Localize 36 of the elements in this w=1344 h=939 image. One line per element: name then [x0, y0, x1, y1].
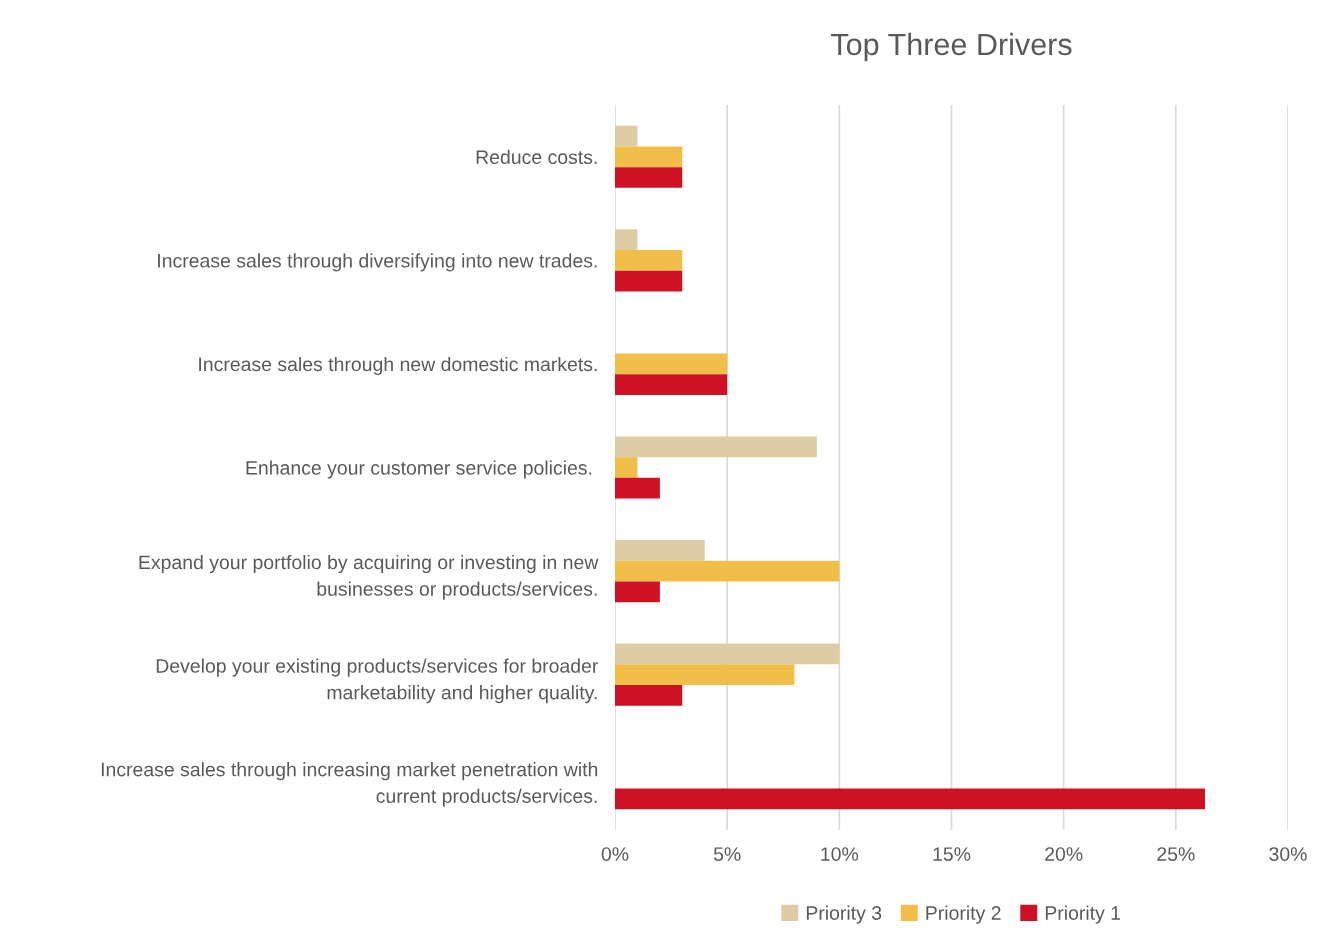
bar: [615, 229, 638, 250]
x-tick-label: 25%: [1157, 847, 1195, 861]
y-tick-label: Enhance your customer service policies.: [246, 460, 592, 479]
bar: [615, 560, 840, 582]
bar: [615, 685, 683, 706]
y-tick-label: Expand your portfolio by acquiring or investing in new businesses or products/services.: [139, 554, 599, 600]
bar: [615, 146, 683, 168]
legend-label: Priority 3: [806, 905, 882, 924]
y-tick-label: Increase sales through increasing market penetration with current products/services.: [101, 762, 598, 807]
y-tick-label: Increase sales through new domestic markets.: [199, 356, 597, 376]
bar: [615, 581, 660, 603]
bar: [615, 270, 683, 292]
bar: [615, 374, 728, 395]
x-tick-label: 30%: [1269, 847, 1307, 861]
bar: [615, 477, 660, 499]
x-tick-label: 20%: [1045, 847, 1083, 861]
bar: [615, 643, 840, 665]
bar: [615, 540, 705, 561]
x-tick-label: 15%: [933, 847, 971, 861]
chart-title: Top Three Drivers: [831, 32, 1072, 62]
x-tick-label: 10%: [821, 847, 859, 861]
y-tick-label: Reduce costs.: [476, 149, 597, 165]
x-tick-label: 5%: [713, 847, 741, 861]
legend-label: Priority 2: [926, 905, 1001, 924]
bar: [615, 664, 795, 685]
bar: [615, 436, 817, 458]
bar: [615, 788, 1205, 810]
x-tick-label: 0%: [601, 847, 629, 861]
bar: [615, 125, 638, 147]
bar: [615, 167, 683, 188]
bar: [615, 250, 683, 271]
y-tick-label: Increase sales through diversifying into new trades.: [158, 253, 597, 272]
y-tick-label: Develop your existing products/services for broader marketability and higher quality.: [156, 658, 599, 704]
legend-label: Priority 1: [1045, 905, 1121, 924]
bar: [615, 353, 728, 375]
bar: [615, 457, 638, 478]
